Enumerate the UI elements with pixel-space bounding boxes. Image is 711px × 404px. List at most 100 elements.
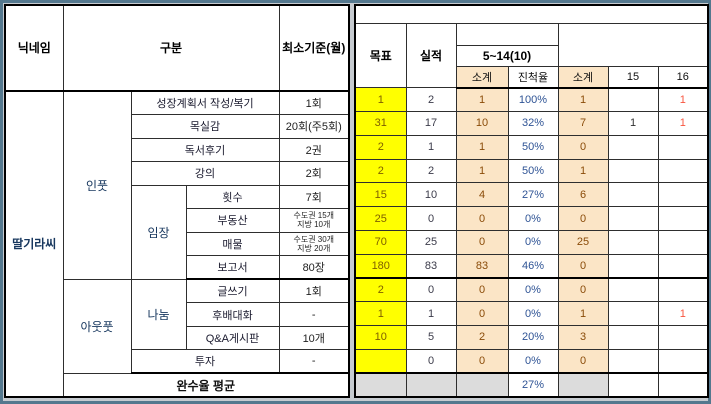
subtotal1-cell[interactable]: 0	[455, 301, 509, 327]
progress-cell[interactable]: 100%	[507, 87, 559, 112]
day15-cell[interactable]: 1	[607, 111, 659, 136]
actual-cell[interactable]: 1	[405, 134, 457, 160]
day16-cell[interactable]	[657, 182, 709, 208]
progress-cell[interactable]: 0%	[507, 206, 559, 231]
subtotal1-cell[interactable]: 10	[455, 111, 509, 136]
progress-cell[interactable]: 32%	[507, 111, 559, 136]
footer-day16-cell[interactable]	[657, 372, 709, 398]
day16-cell[interactable]	[657, 348, 709, 375]
actual-cell[interactable]: 25	[405, 229, 457, 255]
min-value[interactable]: 20회(주5회)	[278, 114, 350, 139]
day16-cell[interactable]: 1	[657, 87, 709, 112]
footer-subtotal1-cell[interactable]	[455, 372, 509, 398]
subtotal2-cell[interactable]: 0	[557, 253, 609, 279]
day15-cell[interactable]	[607, 277, 659, 303]
subtotal2-cell[interactable]: 0	[557, 348, 609, 375]
day16-cell[interactable]	[657, 277, 709, 303]
actual-cell[interactable]: 2	[405, 87, 457, 112]
min-value[interactable]: -	[278, 349, 350, 375]
subtotal2-cell[interactable]: 1	[557, 301, 609, 327]
goal-cell[interactable]	[354, 348, 407, 375]
goal-cell[interactable]: 70	[354, 229, 407, 255]
progress-cell[interactable]: 0%	[507, 301, 559, 327]
goal-cell[interactable]: 1	[354, 87, 407, 112]
subtotal2-cell[interactable]: 3	[557, 325, 609, 350]
day15-cell[interactable]	[607, 325, 659, 350]
day15-cell[interactable]	[607, 253, 659, 279]
day15-cell[interactable]	[607, 206, 659, 231]
progress-cell[interactable]: 27%	[507, 182, 559, 208]
actual-cell[interactable]: 0	[405, 206, 457, 231]
progress-cell[interactable]: 46%	[507, 253, 559, 279]
subtotal2-cell[interactable]: 7	[557, 111, 609, 136]
progress-cell[interactable]: 50%	[507, 134, 559, 160]
min-value[interactable]: 수도권 15개 지방 10개	[278, 208, 350, 233]
footer-goal-cell[interactable]	[354, 372, 407, 398]
progress-cell[interactable]: 0%	[507, 277, 559, 303]
progress-cell[interactable]: 0%	[507, 348, 559, 375]
footer-day15-cell[interactable]	[607, 372, 659, 398]
subtotal2-cell[interactable]: 25	[557, 229, 609, 255]
min-value[interactable]: 2회	[278, 161, 350, 186]
day16-cell[interactable]	[657, 206, 709, 231]
day15-cell[interactable]	[607, 158, 659, 184]
subtotal1-cell[interactable]: 4	[455, 182, 509, 208]
min-value[interactable]: -	[278, 302, 350, 327]
min-value[interactable]: 7회	[278, 184, 350, 210]
goal-cell[interactable]: 25	[354, 206, 407, 231]
subtotal2-cell[interactable]: 0	[557, 277, 609, 303]
progress-cell[interactable]: 0%	[507, 229, 559, 255]
progress-cell[interactable]: 20%	[507, 325, 559, 350]
day16-cell[interactable]	[657, 229, 709, 255]
goal-cell[interactable]: 180	[354, 253, 407, 279]
actual-cell[interactable]: 17	[405, 111, 457, 136]
subtotal2-cell[interactable]: 6	[557, 182, 609, 208]
day15-cell[interactable]	[607, 348, 659, 375]
day15-cell[interactable]	[607, 301, 659, 327]
goal-cell[interactable]: 31	[354, 111, 407, 136]
goal-cell[interactable]: 2	[354, 277, 407, 303]
subtotal1-cell[interactable]: 2	[455, 325, 509, 350]
day15-cell[interactable]	[607, 87, 659, 112]
day16-cell[interactable]: 1	[657, 301, 709, 327]
goal-cell[interactable]: 10	[354, 325, 407, 350]
actual-cell[interactable]: 5	[405, 325, 457, 350]
day16-cell[interactable]	[657, 134, 709, 160]
goal-cell[interactable]: 15	[354, 182, 407, 208]
actual-cell[interactable]: 83	[405, 253, 457, 279]
day15-cell[interactable]	[607, 229, 659, 255]
progress-cell[interactable]: 50%	[507, 158, 559, 184]
min-value[interactable]: 2권	[278, 137, 350, 163]
footer-actual-cell[interactable]	[405, 372, 457, 398]
actual-cell[interactable]: 0	[405, 277, 457, 303]
min-value[interactable]: 수도권 30개 지방 20개	[278, 231, 350, 257]
actual-cell[interactable]: 0	[405, 348, 457, 375]
min-value[interactable]: 1회	[278, 278, 350, 304]
day15-cell[interactable]	[607, 134, 659, 160]
min-value[interactable]: 10개	[278, 325, 350, 351]
goal-cell[interactable]: 2	[354, 134, 407, 160]
day16-cell[interactable]	[657, 325, 709, 350]
day16-cell[interactable]: 1	[657, 111, 709, 136]
subtotal1-cell[interactable]: 1	[455, 134, 509, 160]
actual-cell[interactable]: 1	[405, 301, 457, 327]
subtotal2-cell[interactable]: 1	[557, 87, 609, 112]
subtotal1-cell[interactable]: 0	[455, 348, 509, 375]
subtotal1-cell[interactable]: 1	[455, 158, 509, 184]
subtotal1-cell[interactable]: 0	[455, 206, 509, 231]
subtotal1-cell[interactable]: 0	[455, 277, 509, 303]
subtotal1-cell[interactable]: 0	[455, 229, 509, 255]
subtotal2-cell[interactable]: 1	[557, 158, 609, 184]
min-value[interactable]: 1회	[278, 90, 350, 115]
footer-progress-average[interactable]: 27%	[507, 372, 559, 398]
day16-cell[interactable]	[657, 253, 709, 279]
footer-subtotal2-cell[interactable]	[557, 372, 609, 398]
subtotal1-cell[interactable]: 83	[455, 253, 509, 279]
min-value[interactable]: 80장	[278, 255, 350, 281]
subtotal2-cell[interactable]: 0	[557, 134, 609, 160]
subtotal1-cell[interactable]: 1	[455, 87, 509, 112]
goal-cell[interactable]: 2	[354, 158, 407, 184]
goal-cell[interactable]: 1	[354, 301, 407, 327]
subtotal2-cell[interactable]: 0	[557, 206, 609, 231]
day16-cell[interactable]	[657, 158, 709, 184]
